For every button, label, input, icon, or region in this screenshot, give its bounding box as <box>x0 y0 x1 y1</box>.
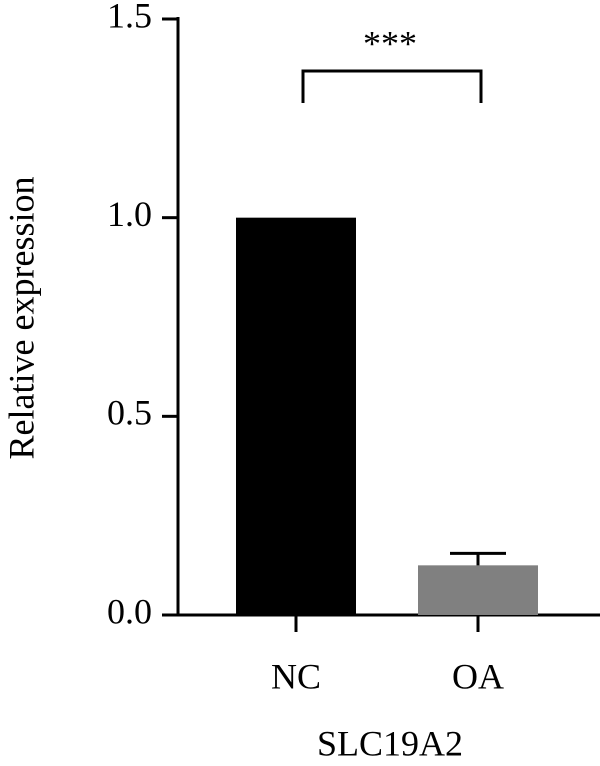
x-tick-label: OA <box>452 656 504 696</box>
error-bar <box>450 551 506 566</box>
y-tick-label: 0.5 <box>107 393 152 433</box>
bar <box>418 565 538 615</box>
y-tick-label: 0.0 <box>107 591 152 631</box>
x-tick-label: NC <box>271 656 321 696</box>
y-tick-label: 1.0 <box>107 194 152 234</box>
y-tick-label: 1.5 <box>107 0 152 35</box>
x-axis-label: SLC19A2 <box>317 723 463 763</box>
significance: *** <box>363 23 417 63</box>
y-axis-label: Relative expression <box>1 177 41 460</box>
significance-bracket <box>301 69 483 103</box>
bar <box>236 217 356 615</box>
